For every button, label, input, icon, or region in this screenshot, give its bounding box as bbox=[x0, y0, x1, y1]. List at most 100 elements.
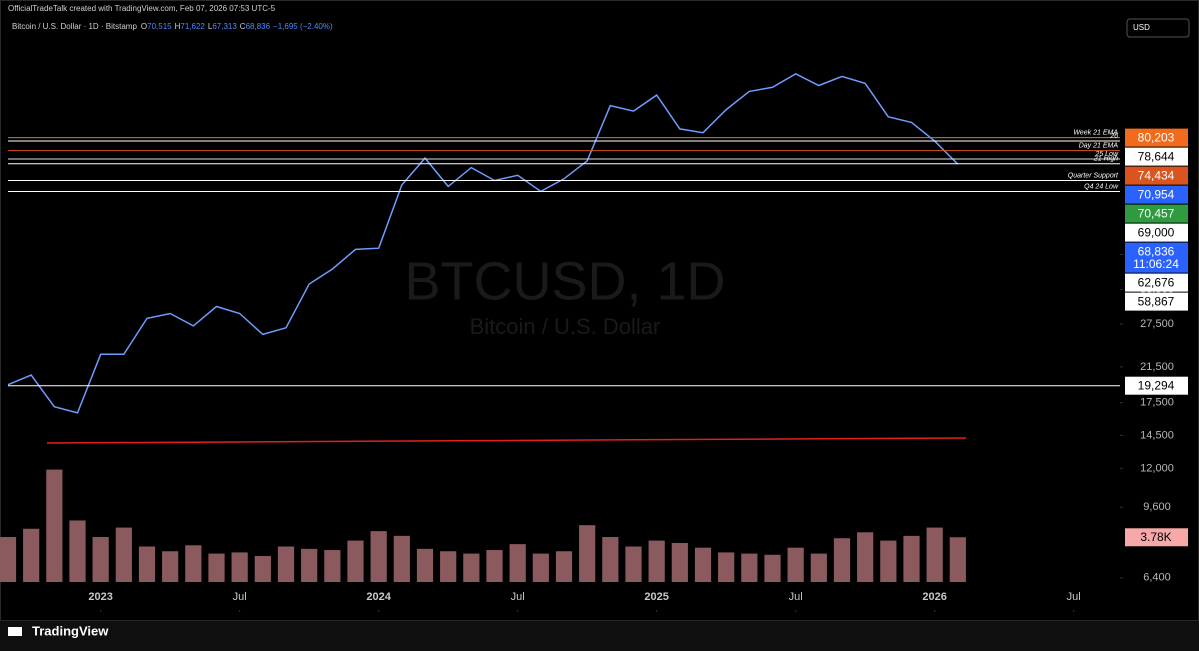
price-label-bg bbox=[1125, 185, 1188, 204]
ohlc-key: C bbox=[240, 22, 246, 31]
volume-bar bbox=[416, 548, 434, 582]
volume-bar bbox=[115, 527, 132, 582]
level-label: Q4 24 Low bbox=[1084, 183, 1119, 190]
price-label: 58,867 bbox=[1138, 294, 1175, 308]
x-tick-label: 2024 bbox=[366, 591, 391, 603]
price-label: 70,954 bbox=[1138, 187, 1175, 201]
volume-bar bbox=[810, 553, 827, 582]
price-label: 69,000 bbox=[1138, 225, 1175, 239]
trend-line bbox=[46, 437, 967, 444]
price-label-bg bbox=[1125, 166, 1188, 185]
y-tick-label: 14,500 bbox=[1140, 429, 1174, 441]
ohlc-key: H bbox=[175, 22, 181, 31]
countdown: 11:06:24 bbox=[1133, 257, 1179, 271]
ohlc-value: 67,313 bbox=[212, 22, 237, 31]
price-label-bg bbox=[1125, 147, 1188, 166]
watermark-subtitle: Bitcoin / U.S. Dollar bbox=[470, 314, 661, 339]
volume-bar bbox=[926, 527, 943, 582]
x-tick-label: Jul bbox=[789, 591, 803, 603]
volume-bar bbox=[254, 555, 271, 582]
volume-bar bbox=[486, 550, 503, 582]
x-tick-label: Jul bbox=[233, 591, 247, 603]
price-label: 80,203 bbox=[1138, 130, 1175, 144]
credit: OfficialTradeTalk created with TradingVi… bbox=[8, 4, 276, 13]
x-tick-label: Jul bbox=[511, 591, 525, 603]
price-label: 19,294 bbox=[1138, 378, 1175, 392]
volume-bar bbox=[764, 554, 781, 582]
volume-bar bbox=[671, 542, 688, 582]
volume-bar bbox=[833, 538, 851, 582]
volume-bar bbox=[69, 520, 86, 582]
watermark: BTCUSD, 1D bbox=[404, 251, 725, 311]
price-label-bg bbox=[1125, 376, 1188, 395]
price-label: 70,457 bbox=[1138, 206, 1175, 220]
price-label-bg bbox=[1125, 528, 1188, 547]
volume-bar bbox=[949, 537, 966, 582]
volume-bar bbox=[579, 525, 596, 582]
currency-button[interactable] bbox=[1126, 18, 1190, 38]
volume-bar bbox=[347, 540, 364, 582]
price-label: 78,644 bbox=[1138, 149, 1175, 163]
volume-bar bbox=[463, 553, 480, 582]
price-label-bg bbox=[1125, 273, 1188, 292]
volume-bar bbox=[903, 535, 920, 582]
y-tick-label: 21,500 bbox=[1140, 361, 1174, 373]
currency[interactable]: USD bbox=[1133, 23, 1150, 32]
volume-bar bbox=[208, 553, 225, 582]
level-label: Quarter Support bbox=[1068, 172, 1119, 179]
symbol: Bitcoin / U.S. Dollar · 1D · Bitstamp bbox=[12, 22, 137, 31]
volume-bar bbox=[625, 546, 642, 582]
price-label: 62,676 bbox=[1138, 275, 1175, 289]
change: −1,695 (−2.40%) bbox=[273, 22, 333, 31]
volume-bar bbox=[509, 544, 526, 582]
footer-bar bbox=[0, 621, 1199, 651]
legend: Bitcoin / U.S. Dollar · 1D · Bitstamp O70… bbox=[12, 22, 333, 31]
price-label-bg bbox=[1125, 292, 1188, 311]
ohlc-value: 68,836 bbox=[246, 22, 271, 31]
volume-bar bbox=[648, 540, 665, 582]
ohlc-value: 71,622 bbox=[180, 22, 205, 31]
level-label: 21 High bbox=[1093, 156, 1118, 163]
volume-bar bbox=[370, 531, 387, 582]
volume-bar bbox=[741, 553, 758, 582]
level-label: 25 Low bbox=[1094, 151, 1119, 158]
volume-bar bbox=[532, 553, 549, 582]
y-tick-label: 27,500 bbox=[1140, 318, 1174, 330]
price-label-bg bbox=[1125, 223, 1188, 242]
price-label-bg bbox=[1125, 128, 1188, 147]
volume-bar bbox=[277, 546, 295, 582]
y-tick-label: 12,000 bbox=[1140, 462, 1174, 474]
volume-bar bbox=[555, 551, 573, 582]
level-label: Week 21 EMA bbox=[1073, 129, 1118, 136]
volume-bar bbox=[231, 552, 248, 582]
volume-bar bbox=[46, 469, 63, 582]
level-label: Day 21 EMA bbox=[1079, 142, 1119, 149]
volume-bar bbox=[857, 532, 874, 582]
x-tick-label: Jul bbox=[1067, 591, 1081, 603]
y-tick-label: 6,400 bbox=[1143, 572, 1171, 584]
volume-bar bbox=[602, 537, 619, 582]
volume-bar bbox=[0, 537, 17, 582]
level-label: 26 bbox=[1109, 133, 1118, 140]
x-tick-label: 2025 bbox=[644, 591, 668, 603]
volume-bar bbox=[393, 535, 410, 582]
volume-bar bbox=[880, 540, 897, 582]
price-line bbox=[7, 72, 959, 414]
brand: TradingView bbox=[32, 623, 109, 638]
volume-bar bbox=[138, 546, 156, 582]
x-tick-label: 2026 bbox=[922, 591, 946, 603]
ohlc-key: O bbox=[141, 22, 147, 31]
volume-bar bbox=[301, 548, 318, 582]
x-tick-label: 2023 bbox=[88, 591, 112, 603]
price-label-bg bbox=[1125, 242, 1188, 273]
y-tick-label: 17,500 bbox=[1140, 397, 1174, 409]
volume-bar bbox=[718, 552, 735, 582]
volume-bar bbox=[440, 551, 457, 582]
ohlc-value: 70,515 bbox=[147, 22, 172, 31]
y-tick-label: 9,600 bbox=[1143, 501, 1171, 513]
volume-bar bbox=[694, 547, 712, 582]
price-label: 68,836 bbox=[1138, 244, 1175, 258]
